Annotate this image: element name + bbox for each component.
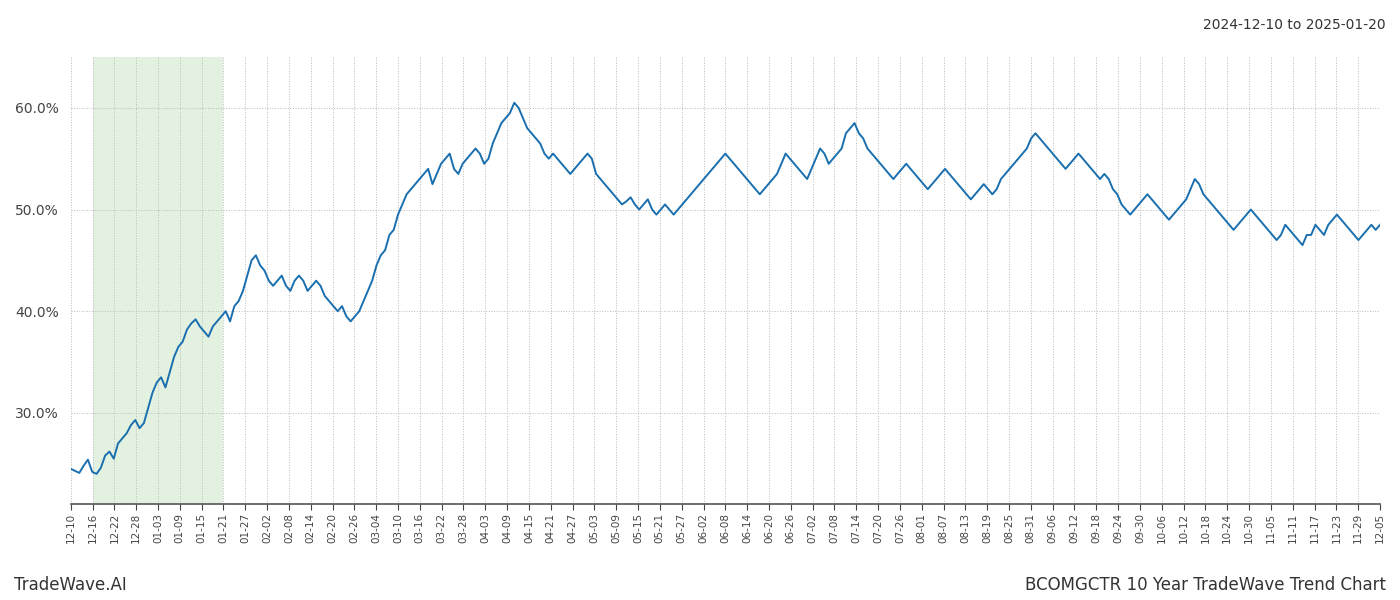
Bar bbox=[92, 57, 224, 505]
Text: TradeWave.AI: TradeWave.AI bbox=[14, 576, 127, 594]
Text: 2024-12-10 to 2025-01-20: 2024-12-10 to 2025-01-20 bbox=[1204, 18, 1386, 32]
Text: BCOMGCTR 10 Year TradeWave Trend Chart: BCOMGCTR 10 Year TradeWave Trend Chart bbox=[1025, 576, 1386, 594]
